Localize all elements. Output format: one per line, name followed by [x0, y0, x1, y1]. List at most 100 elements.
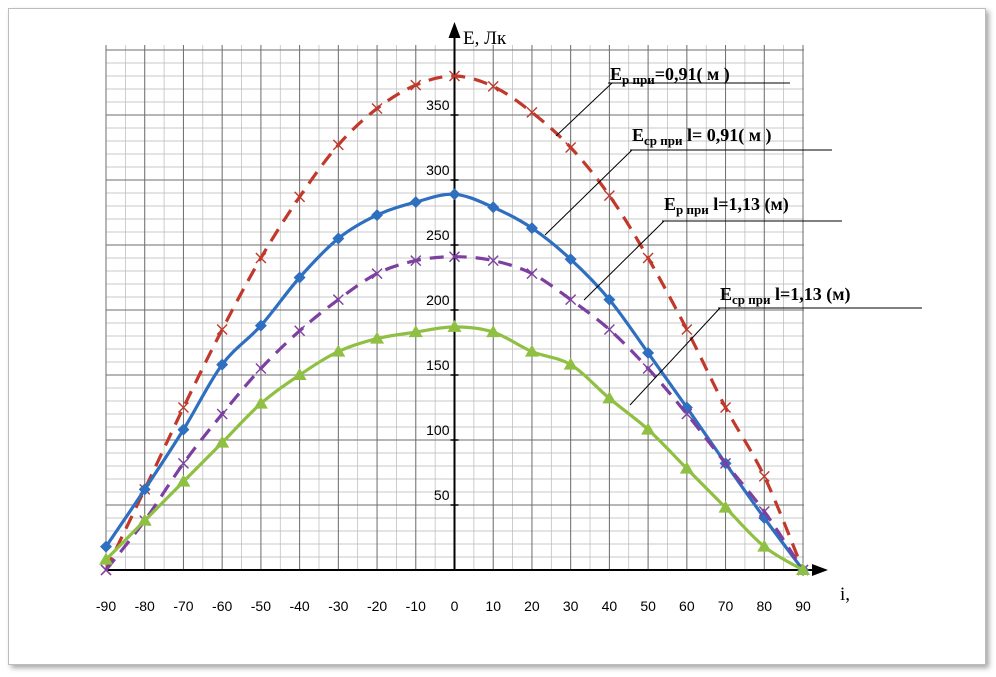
data-point-x: [603, 190, 615, 202]
series-4: [99, 319, 810, 575]
annotation-subscript: р при: [676, 202, 709, 217]
data-point-x: [410, 255, 422, 267]
data-point-diamond: [254, 319, 267, 332]
y-tick-label: 250: [426, 227, 450, 243]
data-point-triangle: [563, 357, 578, 370]
x-tick-label: -30: [328, 598, 348, 614]
series-1: [100, 70, 809, 576]
annotation-label: Eср при l= 0,91( м ): [632, 125, 772, 148]
annotation-label: Eср при l=1,13 (м): [720, 284, 851, 307]
data-point-triangle: [215, 435, 230, 448]
x-tick-label: 70: [718, 598, 734, 614]
data-point-x: [177, 402, 189, 413]
annotation-symbol: E: [632, 125, 644, 145]
data-point-diamond: [138, 483, 151, 496]
x-tick-label: 50: [640, 598, 656, 614]
data-point-triangle: [99, 552, 113, 565]
data-point-triangle: [486, 325, 501, 338]
annotation-3: Eр при l=1,13 (м): [583, 194, 842, 301]
y-tick-label: 300: [426, 162, 450, 178]
data-point-x: [332, 294, 344, 306]
x-tick-label: 90: [795, 598, 811, 614]
data-point-x: [681, 324, 693, 335]
data-point-diamond: [371, 209, 384, 222]
annotation-leader: [555, 82, 613, 137]
data-point-triangle: [757, 539, 772, 552]
annotation-subscript: р при: [622, 72, 655, 87]
data-point-x: [526, 106, 538, 118]
y-tick-label: 100: [426, 422, 450, 438]
x-tick-label: -80: [135, 598, 155, 614]
x-axis-label: i,: [840, 584, 850, 605]
data-point-x: [758, 506, 770, 517]
data-point-triangle: [137, 513, 152, 526]
data-point-x: [216, 408, 228, 420]
y-tick-label: 350: [426, 97, 450, 113]
annotations-group: Eр при=0,91( м )Eср при l= 0,91( м )Eр п…: [544, 64, 922, 406]
x-tick-label: 40: [602, 598, 618, 614]
data-point-diamond: [177, 423, 190, 436]
annotation-text: l=1,13 (м): [770, 284, 850, 305]
x-tick-label: 20: [524, 598, 540, 614]
tick-labels: -90 -80 -70 -60 -50 -40 -30 -20 -10 0 10 20 30 40 50 60…: [96, 97, 811, 614]
x-tick-label: 30: [563, 598, 579, 614]
data-point-diamond: [216, 358, 229, 371]
data-point-triangle: [370, 331, 385, 344]
x-tick-label: 80: [756, 598, 772, 614]
x-tick-label: -20: [367, 598, 387, 614]
data-point-x: [487, 255, 499, 267]
y-tick-label: 50: [434, 487, 450, 503]
data-point-diamond: [642, 346, 655, 359]
data-point-triangle: [292, 368, 307, 380]
data-point-x: [371, 268, 383, 280]
y-axis-label: E, Лк: [463, 28, 507, 49]
annotation-leader: [544, 149, 633, 236]
data-point-x: [565, 142, 577, 153]
data-point-x: [642, 363, 654, 374]
x-tick-label: -40: [289, 598, 309, 614]
data-point-x: [177, 457, 189, 469]
data-point-x: [216, 324, 228, 335]
y-axis-arrow: [448, 22, 461, 38]
data-point-x: [681, 408, 693, 420]
data-point-triangle: [641, 422, 656, 435]
data-point-x: [642, 252, 654, 264]
series-group: [99, 70, 810, 576]
data-point-triangle: [602, 391, 617, 404]
data-point-x: [255, 363, 267, 374]
data-point-x: [332, 139, 344, 151]
data-point-diamond: [564, 253, 577, 266]
data-point-x: [526, 268, 538, 280]
annotation-subscript: ср при: [644, 133, 683, 148]
series-3: [100, 251, 809, 576]
data-point-x: [720, 457, 732, 469]
data-point-x: [449, 251, 460, 263]
annotation-subscript: ср при: [732, 292, 771, 307]
annotation-leader: [583, 220, 665, 301]
data-point-triangle: [408, 325, 423, 338]
data-point-x: [487, 80, 499, 92]
data-point-triangle: [447, 319, 462, 332]
x-tick-label: -90: [96, 598, 116, 614]
data-point-x: [100, 564, 112, 576]
data-point-triangle: [253, 396, 268, 409]
annotation-symbol: E: [720, 284, 732, 304]
data-point-diamond: [293, 271, 306, 284]
data-point-diamond: [100, 540, 112, 553]
annotation-symbol: E: [610, 64, 622, 84]
data-point-diamond: [525, 222, 538, 235]
x-tick-label: -60: [212, 598, 232, 614]
data-point-diamond: [409, 196, 422, 209]
axes: [106, 22, 828, 576]
x-tick-label: -10: [406, 598, 426, 614]
data-point-diamond: [448, 188, 461, 201]
data-point-x: [720, 402, 732, 413]
data-point-x: [449, 70, 460, 82]
x-tick-label: -70: [173, 598, 193, 614]
annotation-leader: [629, 307, 721, 406]
series-2: [100, 188, 809, 576]
data-point-triangle: [718, 500, 733, 513]
x-tick-label: 0: [451, 598, 459, 614]
annotation-label: Eр при=0,91( м ): [610, 64, 730, 87]
annotation-1: Eр при=0,91( м ): [555, 64, 790, 137]
